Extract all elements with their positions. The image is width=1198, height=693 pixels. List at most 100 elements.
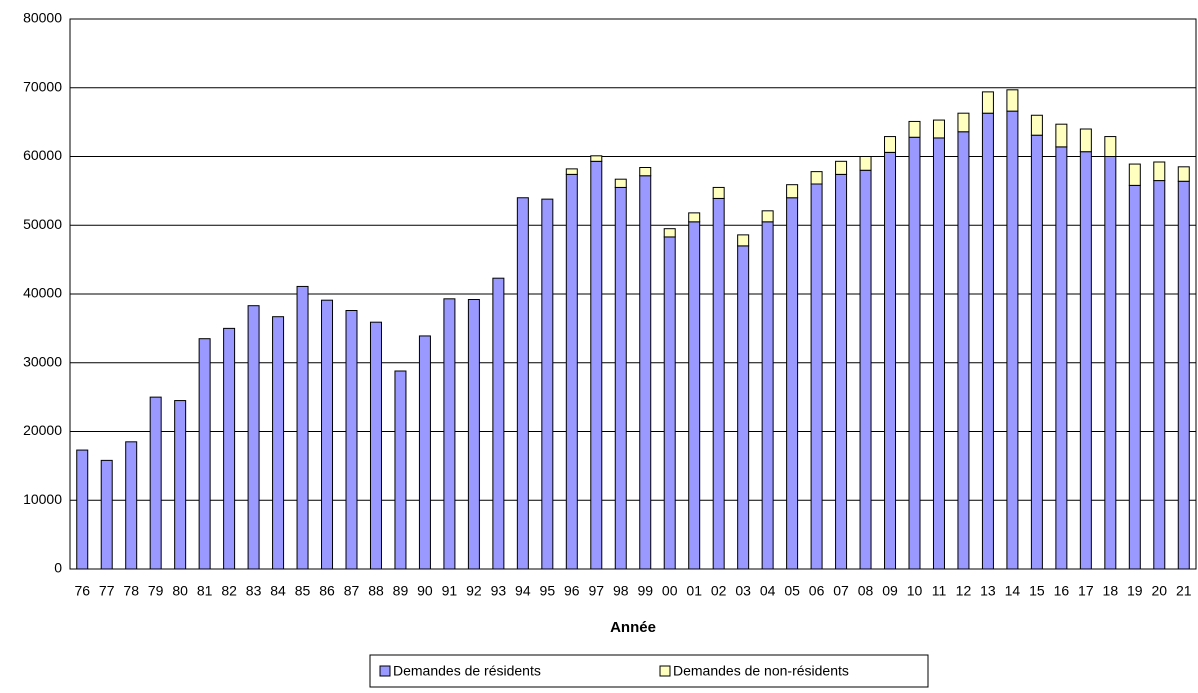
bar-segment	[1153, 180, 1166, 570]
x-tick-label: 05	[784, 583, 800, 599]
x-tick-label: 78	[123, 583, 139, 599]
x-tick-label: 81	[197, 583, 213, 599]
x-tick-label: 91	[442, 583, 458, 599]
y-tick-label: 70000	[23, 78, 62, 94]
x-tick-label: 83	[246, 583, 262, 599]
bar-segment	[1104, 136, 1117, 157]
bar-segment	[810, 171, 823, 185]
bar-segment	[932, 119, 945, 139]
bar-segment	[639, 167, 652, 177]
x-tick-label: 94	[515, 583, 531, 599]
bar-segment	[1177, 180, 1190, 570]
x-tick-label: 14	[1005, 583, 1021, 599]
bar-segment	[125, 441, 138, 570]
x-tick-label: 15	[1029, 583, 1045, 599]
x-tick-label: 06	[809, 583, 825, 599]
bar-segment	[565, 168, 578, 175]
bar-segment	[223, 327, 236, 570]
bar-segment	[198, 338, 211, 570]
x-tick-label: 08	[858, 583, 874, 599]
y-tick-label: 0	[54, 560, 62, 576]
bar-segment	[908, 136, 921, 570]
x-tick-label: 79	[148, 583, 164, 599]
x-tick-label: 99	[637, 583, 653, 599]
x-axis-title: Année	[610, 619, 656, 636]
y-tick-label: 80000	[23, 10, 62, 26]
bar-segment	[957, 131, 970, 570]
bar-segment	[786, 184, 799, 199]
bar-segment	[663, 228, 676, 238]
bar-segment	[321, 299, 334, 570]
bar-segment	[541, 198, 554, 570]
bar-segment	[492, 277, 505, 570]
bar-segment	[1079, 128, 1092, 153]
x-tick-label: 10	[907, 583, 923, 599]
bar-segment	[712, 197, 725, 570]
bar-segment	[1030, 114, 1043, 136]
bar-segment	[712, 186, 725, 199]
bar-segment	[639, 175, 652, 570]
x-tick-label: 21	[1176, 583, 1192, 599]
bar-segment	[1079, 151, 1092, 570]
bar-segment	[786, 197, 799, 570]
bar-segment	[737, 245, 750, 570]
x-tick-label: 86	[319, 583, 335, 599]
bar-segment	[272, 316, 285, 570]
x-tick-label: 98	[613, 583, 629, 599]
bar-segment	[884, 136, 897, 153]
bar-segment	[761, 210, 774, 223]
bar-segment	[516, 197, 529, 570]
bar-segment	[1128, 163, 1141, 186]
x-tick-label: 11	[932, 583, 947, 599]
bar-segment	[149, 396, 162, 570]
bar-segment	[981, 112, 994, 570]
x-tick-label: 89	[393, 583, 409, 599]
bar-segment	[345, 310, 358, 570]
bar-segment	[688, 212, 701, 223]
bar-segment	[1030, 134, 1043, 570]
x-tick-label: 04	[760, 583, 776, 599]
bar-segment	[957, 112, 970, 133]
bar-segment	[1153, 161, 1166, 182]
y-tick-label: 30000	[23, 353, 62, 369]
bar-segment	[884, 151, 897, 570]
x-tick-label: 03	[735, 583, 751, 599]
bar-segment	[835, 173, 848, 570]
bar-segment	[1128, 184, 1141, 570]
bar-segment	[1104, 156, 1117, 570]
x-tick-label: 76	[74, 583, 90, 599]
bar-segment	[1006, 110, 1019, 570]
bar-segment	[614, 186, 627, 570]
x-tick-label: 02	[711, 583, 727, 599]
bar-segment	[394, 370, 407, 570]
bar-segment	[981, 91, 994, 114]
y-tick-label: 10000	[23, 491, 62, 507]
x-tick-label: 00	[662, 583, 678, 599]
x-tick-label: 82	[221, 583, 237, 599]
bar-segment	[932, 137, 945, 570]
legend-label: Demandes de résidents	[393, 663, 541, 679]
x-tick-label: 18	[1103, 583, 1119, 599]
x-tick-label: 13	[980, 583, 996, 599]
y-tick-label: 50000	[23, 216, 62, 232]
x-tick-label: 19	[1127, 583, 1143, 599]
x-tick-label: 20	[1151, 583, 1167, 599]
bar-segment	[859, 156, 872, 171]
bar-segment	[663, 236, 676, 570]
x-tick-label: 87	[344, 583, 360, 599]
legend-swatch	[659, 665, 671, 677]
bar-segment	[418, 335, 431, 570]
x-tick-label: 16	[1054, 583, 1070, 599]
x-tick-label: 97	[588, 583, 604, 599]
bar-segment	[590, 155, 603, 162]
bar-segment	[614, 178, 627, 188]
bar-segment	[443, 298, 456, 570]
x-tick-label: 17	[1078, 583, 1094, 599]
x-tick-label: 09	[882, 583, 898, 599]
bar-segment	[761, 221, 774, 570]
legend-box	[369, 654, 929, 688]
y-tick-label: 20000	[23, 422, 62, 438]
x-tick-label: 92	[466, 583, 482, 599]
bar-segment	[835, 160, 848, 175]
bar-segment	[688, 221, 701, 570]
